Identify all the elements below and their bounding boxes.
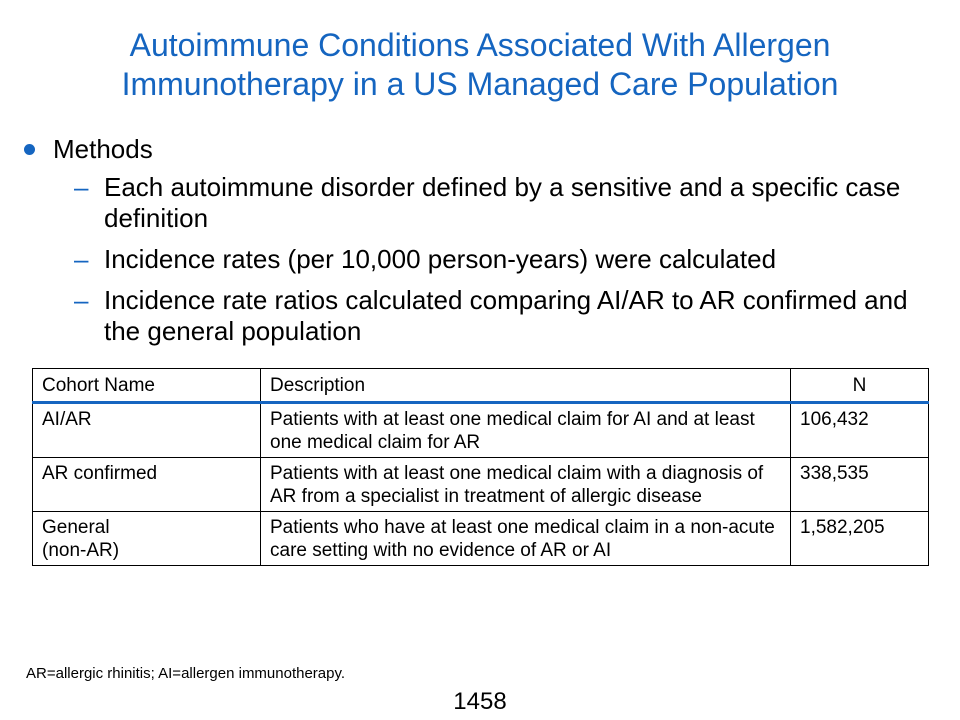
n-cell: 338,535: [790, 457, 929, 512]
dash-icon: –: [74, 244, 89, 274]
cohort-name-line-1: General: [42, 517, 110, 538]
header-cohort-name: Cohort Name: [32, 368, 261, 404]
cohort-name-line-2: (non-AR): [42, 540, 120, 561]
table-row: AR confirmed Patients with at least one …: [32, 457, 929, 512]
cohort-name-cell: AR confirmed: [32, 457, 261, 512]
methods-item-text: Incidence rate ratios calculated compari…: [104, 285, 908, 346]
methods-item: – Each autoimmune disorder defined by a …: [74, 172, 944, 234]
table-header-row: Cohort Name Description N: [32, 368, 929, 404]
methods-heading: Methods: [53, 134, 153, 164]
table-row: General (non-AR) Patients who have at le…: [32, 511, 929, 566]
footnote: AR=allergic rhinitis; AI=allergen immuno…: [26, 665, 346, 682]
page-number: 1458: [453, 688, 507, 715]
methods-item-text: Incidence rates (per 10,000 person-years…: [104, 244, 777, 274]
methods-item-text: Each autoimmune disorder defined by a se…: [104, 172, 901, 233]
n-cell: 106,432: [790, 402, 929, 458]
methods-bullet: Methods: [24, 133, 153, 165]
description-cell: Patients with at least one medical claim…: [260, 457, 791, 512]
dash-icon: –: [74, 172, 89, 202]
methods-item: – Incidence rate ratios calculated compa…: [74, 285, 944, 347]
description-cell: Patients who have at least one medical c…: [260, 511, 791, 566]
dash-icon: –: [74, 285, 89, 315]
bullet-dot-icon: [24, 144, 35, 155]
methods-list: – Each autoimmune disorder defined by a …: [74, 172, 944, 357]
slide-title-line-2: Immunotherapy in a US Managed Care Popul…: [121, 66, 839, 102]
cohort-table: Cohort Name Description N AI/AR Patients…: [32, 368, 929, 566]
methods-item: – Incidence rates (per 10,000 person-yea…: [74, 244, 944, 275]
cohort-name-cell: General (non-AR): [32, 511, 261, 566]
header-description: Description: [260, 368, 791, 404]
header-n: N: [790, 368, 929, 404]
n-cell: 1,582,205: [790, 511, 929, 566]
slide-title-line-1: Autoimmune Conditions Associated With Al…: [129, 27, 831, 63]
cohort-name-cell: AI/AR: [32, 402, 261, 458]
description-cell: Patients with at least one medical claim…: [260, 402, 791, 458]
table-row: AI/AR Patients with at least one medical…: [32, 402, 929, 458]
slide-title: Autoimmune Conditions Associated With Al…: [0, 26, 960, 104]
